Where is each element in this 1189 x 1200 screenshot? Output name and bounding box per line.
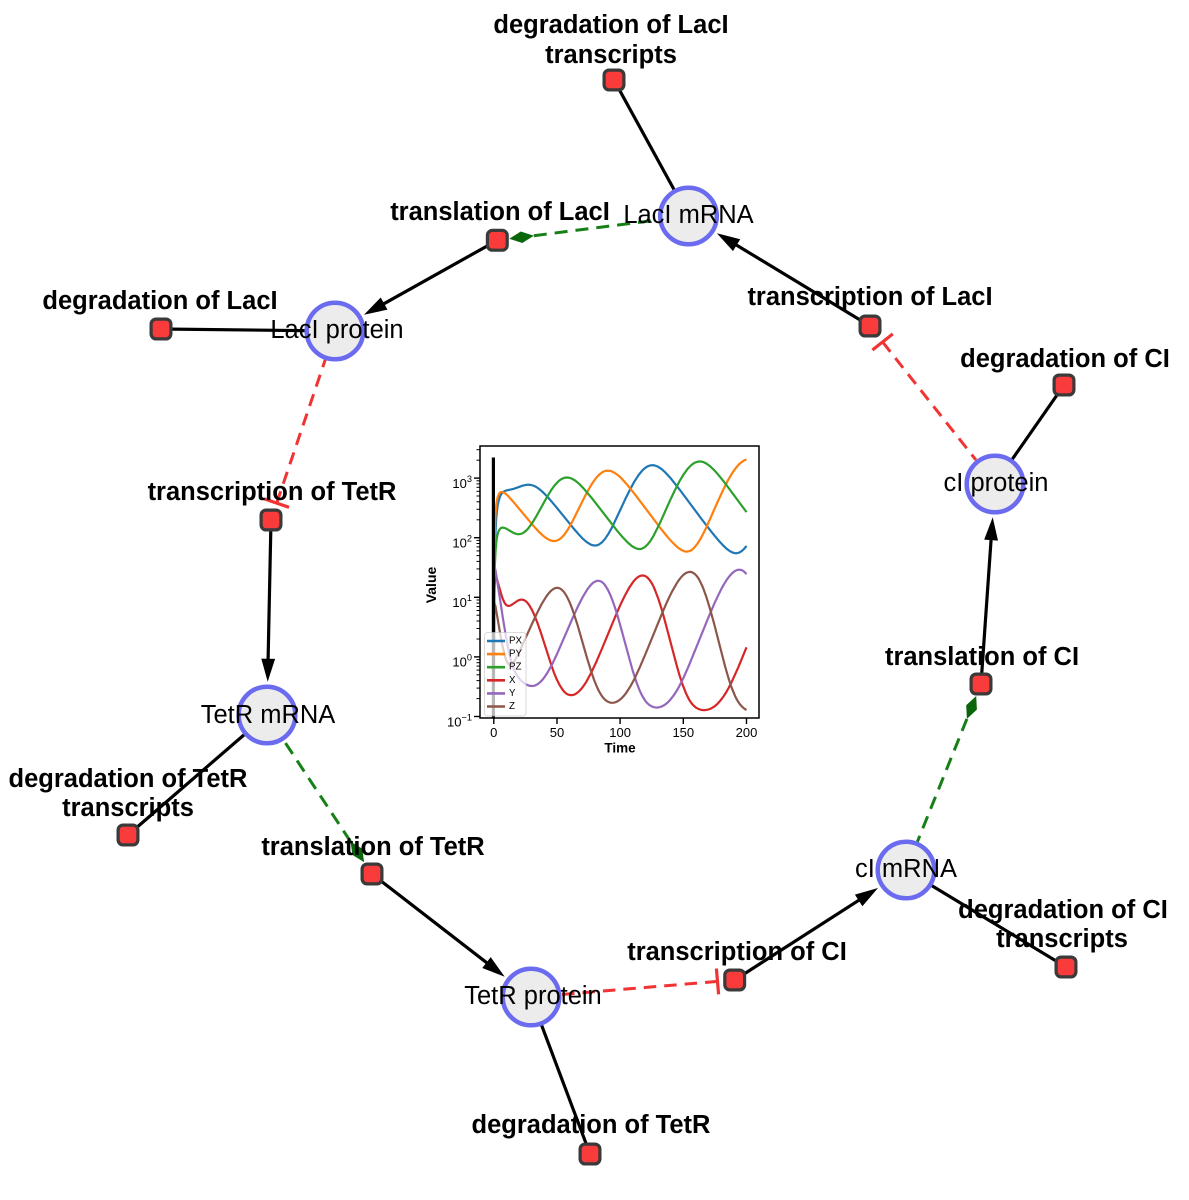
svg-text:transcripts: transcripts (545, 41, 677, 69)
svg-text:100: 100 (609, 725, 631, 740)
svg-text:transcription of LacI: transcription of LacI (747, 283, 992, 311)
svg-text:TetR protein: TetR protein (464, 982, 602, 1010)
svg-text:X: X (509, 675, 516, 686)
svg-text:LacI mRNA: LacI mRNA (623, 201, 753, 229)
svg-text:200: 200 (736, 725, 758, 740)
svg-text:0: 0 (490, 725, 497, 740)
svg-text:degradation of LacI: degradation of LacI (42, 287, 277, 315)
svg-text:100: 100 (452, 653, 472, 670)
svg-text:101: 101 (452, 593, 472, 610)
svg-text:translation of CI: translation of CI (885, 643, 1079, 671)
svg-text:transcription of TetR: transcription of TetR (148, 478, 397, 506)
svg-text:translation of TetR: translation of TetR (261, 833, 484, 861)
svg-text:PZ: PZ (509, 662, 522, 673)
svg-text:103: 103 (452, 474, 472, 491)
svg-text:150: 150 (672, 725, 694, 740)
svg-text:50: 50 (550, 725, 564, 740)
svg-text:PY: PY (509, 649, 523, 660)
svg-text:Z: Z (509, 701, 515, 712)
svg-text:degradation of TetR: degradation of TetR (9, 765, 248, 793)
svg-text:10−1: 10−1 (447, 712, 472, 729)
svg-text:degradation of LacI: degradation of LacI (493, 11, 728, 39)
svg-text:102: 102 (452, 534, 472, 551)
svg-text:transcripts: transcripts (62, 794, 194, 822)
svg-text:Time: Time (604, 741, 636, 756)
svg-text:Y: Y (509, 688, 516, 699)
svg-text:TetR mRNA: TetR mRNA (201, 701, 336, 729)
svg-text:transcription of CI: transcription of CI (627, 938, 847, 966)
svg-text:cI mRNA: cI mRNA (855, 855, 957, 883)
svg-text:transcripts: transcripts (996, 925, 1128, 953)
svg-text:degradation of CI: degradation of CI (958, 896, 1168, 924)
svg-text:PX: PX (509, 636, 523, 647)
svg-text:cI protein: cI protein (944, 469, 1049, 497)
svg-text:LacI protein: LacI protein (270, 316, 403, 344)
svg-text:Value: Value (423, 567, 439, 604)
svg-text:degradation of CI: degradation of CI (960, 345, 1170, 373)
svg-text:translation of LacI: translation of LacI (390, 198, 610, 226)
svg-text:degradation of TetR: degradation of TetR (472, 1111, 711, 1139)
